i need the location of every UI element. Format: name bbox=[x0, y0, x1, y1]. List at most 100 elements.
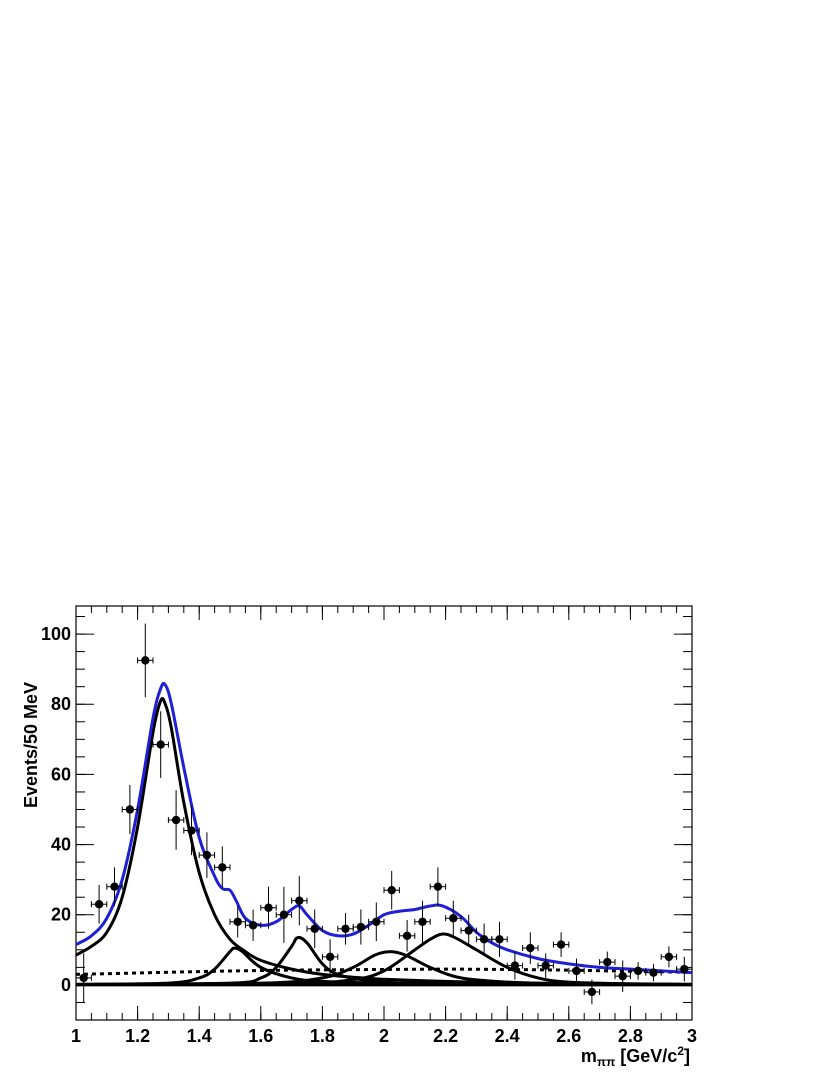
data-point bbox=[676, 956, 693, 982]
point-marker bbox=[94, 900, 104, 909]
data-point bbox=[383, 870, 400, 910]
point-marker bbox=[218, 863, 227, 872]
x-axis: 1 1.2 1.4 1.6 1.8 2 2.2 2.4 2.6 2.8 3 bbox=[71, 606, 697, 1046]
point-marker bbox=[187, 826, 196, 835]
data-point bbox=[660, 946, 678, 968]
data-point bbox=[460, 914, 477, 947]
data-point bbox=[244, 909, 262, 942]
point-marker bbox=[495, 935, 504, 944]
data-point bbox=[198, 832, 216, 878]
point-marker bbox=[572, 966, 581, 976]
x-axis-title-main: m bbox=[581, 1046, 597, 1066]
x-tick-label: 3 bbox=[687, 1026, 697, 1046]
data-point bbox=[90, 884, 108, 924]
point-marker bbox=[526, 943, 535, 953]
data-point bbox=[106, 867, 123, 906]
point-marker bbox=[110, 882, 119, 891]
data-point bbox=[291, 876, 308, 926]
point-marker bbox=[633, 966, 643, 976]
y-axis-title: Events/50 MeV bbox=[21, 682, 41, 808]
data-point bbox=[398, 920, 416, 952]
data-point bbox=[321, 939, 339, 975]
point-marker bbox=[279, 910, 289, 919]
point-marker bbox=[556, 940, 566, 949]
curve-component-1720 bbox=[75, 935, 693, 987]
data-point bbox=[429, 867, 447, 906]
x-tick-label: 1.8 bbox=[310, 1026, 335, 1046]
y-tick-label: 100 bbox=[41, 624, 71, 644]
point-marker bbox=[402, 931, 412, 940]
data-point bbox=[152, 711, 169, 778]
x-axis-title-unit-sup: 2 bbox=[677, 1044, 684, 1058]
x-tick-label: 2.4 bbox=[495, 1026, 520, 1046]
data-point bbox=[491, 921, 508, 957]
point-marker bbox=[341, 924, 350, 933]
point-marker bbox=[618, 971, 627, 981]
point-marker bbox=[418, 917, 427, 926]
data-point bbox=[260, 886, 277, 929]
data-point bbox=[229, 905, 246, 938]
data-points bbox=[75, 623, 693, 1005]
curve-component-2200 bbox=[75, 932, 693, 987]
x-tick-label: 1.4 bbox=[187, 1026, 212, 1046]
point-marker bbox=[156, 740, 165, 749]
point-marker bbox=[387, 885, 396, 895]
x-tick-label: 2.8 bbox=[618, 1026, 643, 1046]
point-marker bbox=[680, 964, 689, 974]
y-tick-label: 40 bbox=[51, 835, 71, 855]
point-marker bbox=[125, 805, 135, 814]
data-point bbox=[75, 953, 92, 1003]
curve-component-f2-1270 bbox=[75, 697, 693, 986]
point-marker bbox=[587, 987, 597, 997]
point-marker bbox=[171, 815, 181, 825]
data-point bbox=[629, 962, 647, 980]
point-marker bbox=[202, 850, 212, 860]
data-point bbox=[552, 932, 570, 957]
data-point bbox=[352, 909, 370, 945]
point-marker bbox=[310, 924, 319, 933]
x-axis-title-unit-b: ] bbox=[684, 1046, 690, 1066]
data-point bbox=[614, 960, 631, 992]
y-tick-label: 60 bbox=[51, 764, 71, 784]
data-point bbox=[645, 963, 662, 982]
curve-total-fit bbox=[75, 681, 693, 975]
data-point bbox=[506, 951, 524, 980]
data-point bbox=[337, 912, 354, 945]
point-marker bbox=[479, 935, 489, 944]
data-point bbox=[137, 623, 154, 698]
point-marker bbox=[264, 903, 273, 912]
data-point bbox=[368, 902, 385, 942]
y-tick-label: 20 bbox=[51, 905, 71, 925]
point-marker bbox=[79, 973, 88, 983]
data-point bbox=[214, 846, 231, 889]
x-tick-label: 2.2 bbox=[433, 1026, 458, 1046]
fit-curves bbox=[75, 681, 693, 987]
x-tick-label: 2.6 bbox=[556, 1026, 581, 1046]
data-point bbox=[537, 953, 554, 978]
x-axis-title: mππ [GeV/c2] bbox=[581, 1044, 690, 1069]
y-tick-label: 0 bbox=[61, 975, 71, 995]
data-point bbox=[275, 886, 293, 943]
x-axis-title-unit-a: [GeV/c bbox=[615, 1046, 677, 1066]
point-marker bbox=[510, 961, 520, 970]
point-marker bbox=[295, 896, 304, 905]
point-marker bbox=[464, 926, 473, 935]
point-marker bbox=[325, 952, 335, 962]
y-tick-label: 80 bbox=[51, 694, 71, 714]
x-tick-label: 1.6 bbox=[248, 1026, 273, 1046]
point-marker bbox=[449, 914, 458, 923]
point-marker bbox=[372, 917, 381, 926]
data-point bbox=[445, 900, 462, 936]
x-tick-label: 1.2 bbox=[125, 1026, 150, 1046]
point-marker bbox=[433, 882, 443, 891]
data-point bbox=[599, 951, 616, 973]
point-marker bbox=[233, 917, 242, 926]
point-marker bbox=[248, 921, 258, 930]
x-tick-label: 2 bbox=[379, 1026, 389, 1046]
point-marker bbox=[541, 961, 550, 970]
curve-background bbox=[75, 967, 693, 976]
data-point bbox=[183, 805, 200, 856]
data-point bbox=[306, 909, 323, 949]
data-point bbox=[583, 979, 601, 1005]
